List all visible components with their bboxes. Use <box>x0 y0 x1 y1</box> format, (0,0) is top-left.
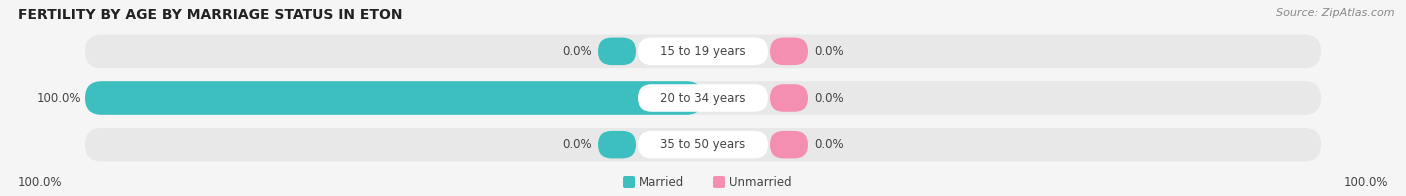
FancyBboxPatch shape <box>638 131 768 158</box>
FancyBboxPatch shape <box>84 34 1322 68</box>
FancyBboxPatch shape <box>638 84 768 112</box>
FancyBboxPatch shape <box>770 131 808 158</box>
Text: 20 to 34 years: 20 to 34 years <box>661 92 745 104</box>
Text: 15 to 19 years: 15 to 19 years <box>661 45 745 58</box>
FancyBboxPatch shape <box>84 81 1322 115</box>
Text: 0.0%: 0.0% <box>814 138 844 151</box>
Text: 100.0%: 100.0% <box>18 175 62 189</box>
Text: 0.0%: 0.0% <box>562 45 592 58</box>
Text: FERTILITY BY AGE BY MARRIAGE STATUS IN ETON: FERTILITY BY AGE BY MARRIAGE STATUS IN E… <box>18 8 402 22</box>
FancyBboxPatch shape <box>638 38 768 65</box>
Text: 100.0%: 100.0% <box>1344 175 1388 189</box>
Text: 0.0%: 0.0% <box>562 138 592 151</box>
Text: 0.0%: 0.0% <box>814 92 844 104</box>
Text: 35 to 50 years: 35 to 50 years <box>661 138 745 151</box>
FancyBboxPatch shape <box>770 84 808 112</box>
Text: Married: Married <box>638 175 685 189</box>
Text: Unmarried: Unmarried <box>728 175 792 189</box>
FancyBboxPatch shape <box>623 176 636 188</box>
FancyBboxPatch shape <box>84 81 703 115</box>
Text: 100.0%: 100.0% <box>37 92 82 104</box>
FancyBboxPatch shape <box>713 176 725 188</box>
FancyBboxPatch shape <box>598 131 636 158</box>
FancyBboxPatch shape <box>598 84 636 112</box>
FancyBboxPatch shape <box>598 38 636 65</box>
FancyBboxPatch shape <box>84 128 1322 162</box>
Text: 0.0%: 0.0% <box>814 45 844 58</box>
Text: Source: ZipAtlas.com: Source: ZipAtlas.com <box>1277 8 1395 18</box>
FancyBboxPatch shape <box>770 38 808 65</box>
